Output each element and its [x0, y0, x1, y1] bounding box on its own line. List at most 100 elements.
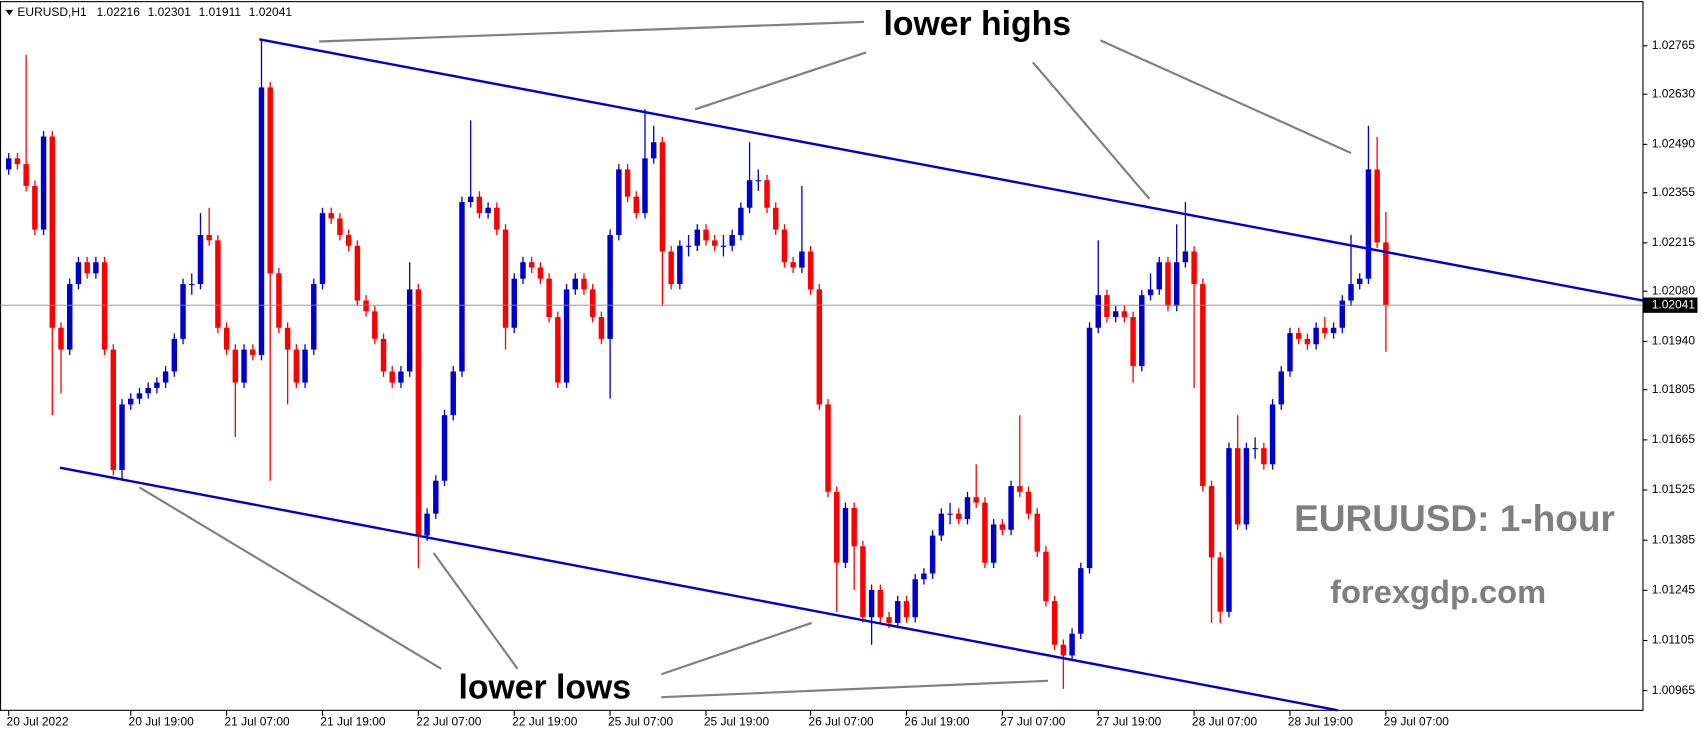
- header-high: 1.02301: [148, 5, 192, 19]
- y-tick-label: 1.01245: [1652, 582, 1696, 596]
- y-tick-label: 1.01105: [1652, 633, 1695, 647]
- candle-body: [84, 262, 90, 274]
- candle-body: [162, 371, 169, 383]
- candle-body: [668, 251, 674, 285]
- annotation: lower highs: [883, 5, 1071, 43]
- header-open: 1.02216: [97, 5, 141, 19]
- candle-body: [694, 229, 701, 246]
- x-tick-label: 22 Jul 07:00: [416, 715, 482, 729]
- candle-body: [877, 589, 884, 618]
- lower-trendline: [59, 466, 1339, 712]
- candle-body: [276, 273, 282, 328]
- candle-body: [1278, 371, 1284, 405]
- candle-body: [633, 196, 639, 214]
- candle-body: [729, 234, 735, 246]
- candle-body: [947, 513, 953, 515]
- candle-body: [563, 289, 570, 383]
- candle-body: [1339, 300, 1346, 328]
- candle-body: [328, 213, 334, 219]
- candle-body: [1008, 486, 1014, 530]
- candle-body: [738, 207, 744, 235]
- candle-body: [502, 229, 509, 328]
- menu-arrow[interactable]: [5, 9, 14, 16]
- candle-body: [1069, 633, 1075, 656]
- plot-frame: [0, 1, 1644, 711]
- candle-body: [215, 240, 221, 328]
- candle-body: [433, 480, 439, 514]
- candle-body: [232, 349, 239, 383]
- candle-body: [964, 497, 971, 520]
- candle-body: [572, 278, 578, 290]
- candle-body: [337, 218, 343, 235]
- candle-body: [302, 349, 308, 383]
- candle-body: [990, 524, 997, 563]
- x-tick-label: 26 Jul 07:00: [808, 715, 874, 729]
- candle-body: [703, 229, 709, 241]
- candle-body: [1348, 284, 1354, 301]
- y-tick-label: 1.02630: [1652, 86, 1696, 100]
- candle-body: [136, 393, 143, 399]
- candle-body: [1182, 251, 1189, 263]
- candle-body: [1086, 327, 1093, 569]
- candle-body: [110, 349, 117, 470]
- x-tick-label: 22 Jul 19:00: [512, 715, 578, 729]
- candle-body: [171, 338, 178, 372]
- candle-body: [1060, 644, 1067, 656]
- candle-body: [528, 262, 535, 268]
- candle-body: [485, 207, 491, 214]
- candle-body: [816, 289, 823, 405]
- y-tick-label: 1.01805: [1652, 382, 1696, 396]
- candle-body: [424, 513, 430, 536]
- candle-body: [32, 185, 38, 230]
- x-tick-label: 21 Jul 19:00: [320, 715, 386, 729]
- connector: [1032, 61, 1151, 200]
- candle-body: [842, 507, 849, 563]
- candle-body: [354, 245, 361, 301]
- y-tick-label: 1.02355: [1652, 185, 1696, 199]
- candle-body: [982, 502, 988, 563]
- candle-body: [895, 601, 901, 623]
- watermark-title: EURUUSD: 1-hour: [1294, 497, 1615, 539]
- candle-body: [14, 158, 21, 165]
- candle-body: [642, 158, 648, 214]
- candle-body: [1330, 327, 1337, 334]
- candle-body: [40, 136, 47, 230]
- candle-body: [241, 349, 247, 383]
- connector: [138, 486, 442, 670]
- candle-body: [1095, 295, 1101, 328]
- x-tick-label: 20 Jul 19:00: [129, 715, 195, 729]
- candle-body: [1295, 333, 1302, 339]
- candle-body: [607, 234, 613, 339]
- annotation: lower lows: [458, 668, 631, 706]
- candle-body: [450, 371, 456, 416]
- candle-body: [223, 327, 230, 350]
- candle-body: [441, 415, 448, 481]
- candle-body: [677, 245, 683, 285]
- candle-body: [180, 284, 186, 339]
- upper-trendline: [259, 38, 1644, 302]
- x-tick-label: 27 Jul 07:00: [1000, 715, 1066, 729]
- candle-body: [537, 267, 544, 279]
- candle-body: [755, 180, 762, 182]
- candle-body: [1252, 448, 1258, 450]
- candle-body: [511, 278, 517, 328]
- candle-body: [1034, 513, 1040, 552]
- y-tick-label: 1.02080: [1652, 283, 1696, 297]
- candle-body: [154, 382, 160, 388]
- candle-body: [711, 240, 718, 246]
- candle-body: [1374, 169, 1380, 243]
- candle-body: [720, 245, 727, 247]
- x-tick-label: 28 Jul 07:00: [1192, 715, 1258, 729]
- candle-body: [581, 278, 587, 290]
- x-tick-label: 20 Jul 2022: [7, 715, 69, 729]
- connector: [694, 51, 867, 111]
- candle-body: [807, 251, 814, 290]
- x-tick-label: 27 Jul 19:00: [1096, 715, 1162, 729]
- candle-body: [520, 262, 526, 279]
- candle-body: [1383, 242, 1389, 306]
- candle-body: [956, 513, 962, 520]
- candle-body: [973, 497, 979, 503]
- candle-body: [5, 158, 12, 170]
- candle-body: [1365, 169, 1372, 279]
